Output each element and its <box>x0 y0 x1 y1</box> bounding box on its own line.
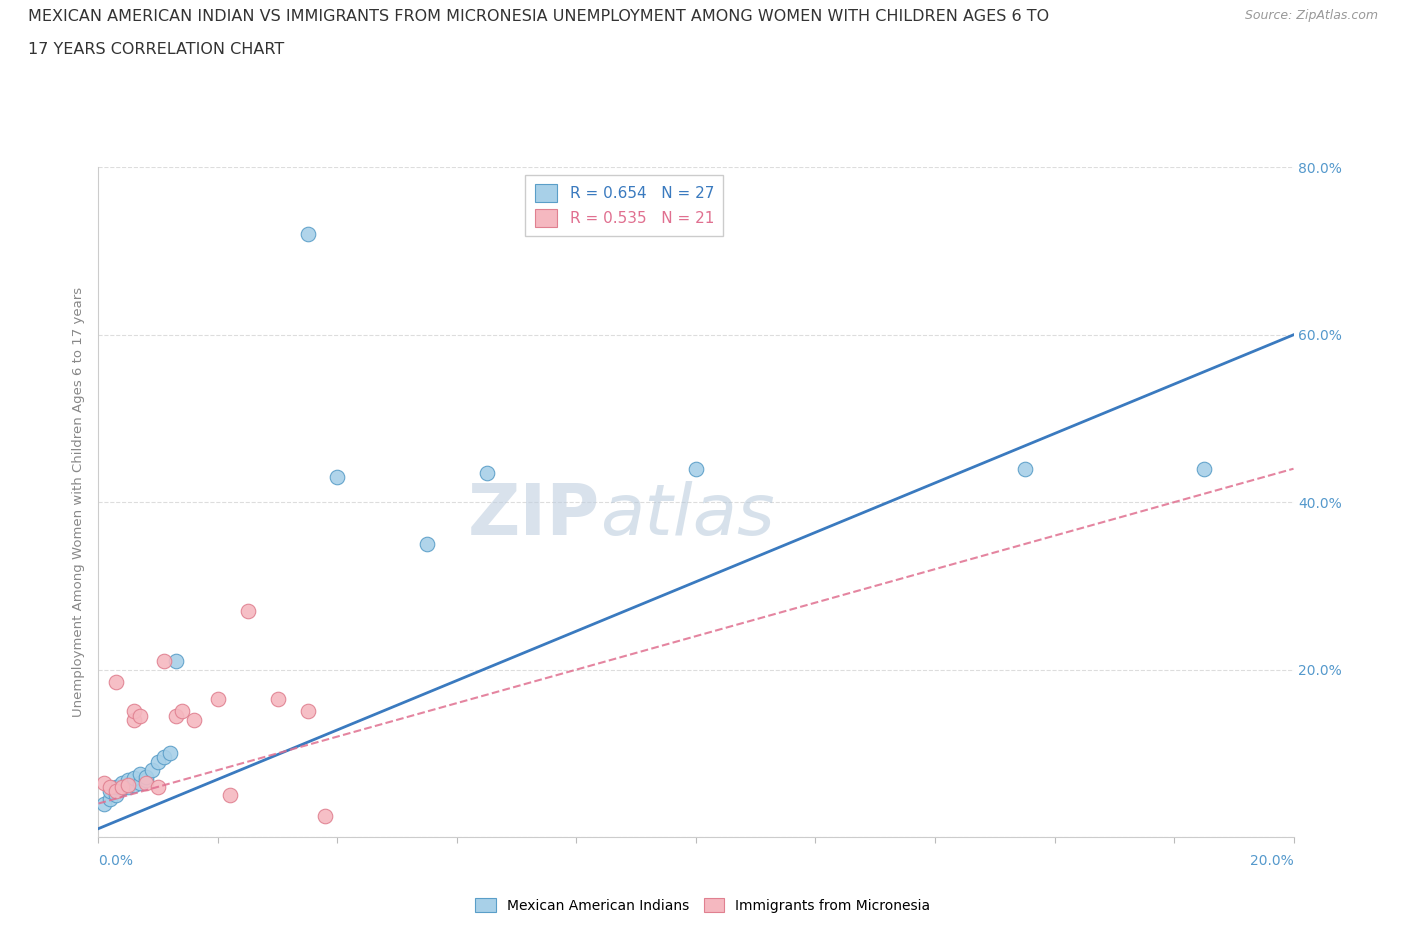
Point <box>117 777 139 792</box>
Point <box>124 712 146 727</box>
Point <box>165 709 187 724</box>
Point <box>93 776 115 790</box>
Point <box>1192 461 1215 476</box>
Point <box>267 692 290 707</box>
Point <box>124 704 146 719</box>
Point <box>124 771 146 786</box>
Point <box>105 779 128 794</box>
Text: 20.0%: 20.0% <box>1250 854 1294 868</box>
Point <box>129 776 152 790</box>
Point <box>165 654 187 669</box>
Point <box>135 773 157 788</box>
Point <box>111 781 134 796</box>
Point <box>111 776 134 790</box>
Point <box>219 788 242 803</box>
Point <box>207 692 229 707</box>
Point <box>315 809 337 824</box>
Y-axis label: Unemployment Among Women with Children Ages 6 to 17 years: Unemployment Among Women with Children A… <box>72 287 86 717</box>
Point <box>416 537 439 551</box>
Point <box>183 712 205 727</box>
Point <box>105 783 128 798</box>
Point <box>111 779 134 794</box>
Point <box>100 783 122 798</box>
Text: ZIP: ZIP <box>468 481 600 550</box>
Point <box>236 604 259 618</box>
Text: MEXICAN AMERICAN INDIAN VS IMMIGRANTS FROM MICRONESIA UNEMPLOYMENT AMONG WOMEN W: MEXICAN AMERICAN INDIAN VS IMMIGRANTS FR… <box>28 9 1049 24</box>
Point <box>297 704 319 719</box>
Point <box>100 792 122 807</box>
Point <box>135 769 157 784</box>
Point <box>135 776 157 790</box>
Legend: Mexican American Indians, Immigrants from Micronesia: Mexican American Indians, Immigrants fro… <box>470 893 936 919</box>
Point <box>117 779 139 794</box>
Point <box>685 461 707 476</box>
Legend: R = 0.654   N = 27, R = 0.535   N = 21: R = 0.654 N = 27, R = 0.535 N = 21 <box>526 175 723 236</box>
Point <box>129 766 152 781</box>
Point <box>159 746 181 761</box>
Point <box>117 773 139 788</box>
Point <box>124 777 146 792</box>
Point <box>153 750 176 764</box>
Point <box>141 763 163 777</box>
Point <box>93 796 115 811</box>
Point <box>172 704 194 719</box>
Point <box>105 788 128 803</box>
Point <box>100 779 122 794</box>
Text: 0.0%: 0.0% <box>98 854 134 868</box>
Point <box>153 654 176 669</box>
Point <box>326 470 349 485</box>
Point <box>475 466 498 481</box>
Point <box>1014 461 1036 476</box>
Point <box>148 754 170 769</box>
Text: atlas: atlas <box>600 481 775 550</box>
Point <box>148 779 170 794</box>
Point <box>129 709 152 724</box>
Point <box>105 675 128 690</box>
Point <box>297 227 319 242</box>
Text: Source: ZipAtlas.com: Source: ZipAtlas.com <box>1244 9 1378 22</box>
Text: 17 YEARS CORRELATION CHART: 17 YEARS CORRELATION CHART <box>28 42 284 57</box>
